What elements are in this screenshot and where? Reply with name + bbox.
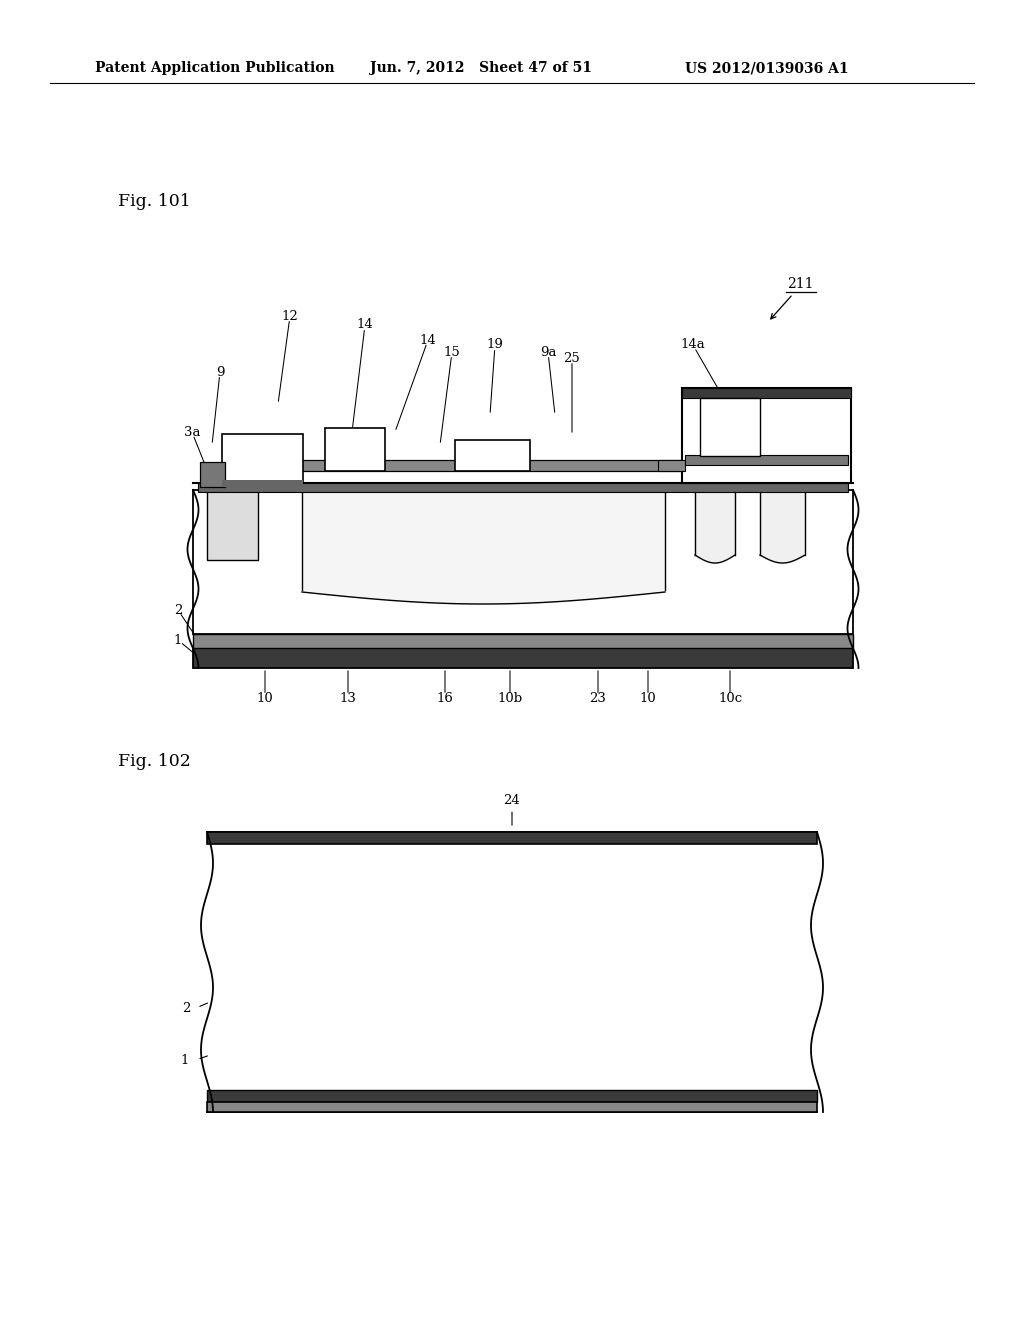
Text: 10: 10: [640, 692, 656, 705]
Text: US 2012/0139036 A1: US 2012/0139036 A1: [685, 61, 849, 75]
Bar: [200, 462, 225, 487]
Text: 1: 1: [181, 1053, 189, 1067]
Text: 9: 9: [216, 366, 224, 379]
Text: 19: 19: [486, 338, 504, 351]
Text: 9a: 9a: [540, 346, 556, 359]
Bar: [682, 388, 851, 399]
Text: Patent Application Publication: Patent Application Publication: [95, 61, 335, 75]
Text: 2: 2: [182, 1002, 190, 1015]
Bar: [207, 1090, 817, 1102]
Text: 2: 2: [174, 603, 182, 616]
Bar: [260, 459, 682, 471]
Bar: [222, 480, 303, 487]
Text: 211: 211: [786, 277, 813, 290]
Bar: [685, 455, 848, 465]
Bar: [207, 490, 258, 560]
Bar: [325, 428, 385, 471]
Bar: [207, 1102, 817, 1111]
Text: 10c: 10c: [718, 692, 742, 705]
Text: 14: 14: [356, 318, 374, 331]
Text: 10: 10: [257, 692, 273, 705]
Text: 1: 1: [174, 634, 182, 647]
Text: 16: 16: [436, 692, 454, 705]
Bar: [193, 648, 853, 668]
Text: 14: 14: [420, 334, 436, 346]
Text: 3a: 3a: [183, 425, 201, 438]
Bar: [193, 490, 853, 634]
Text: 15: 15: [443, 346, 461, 359]
Text: 23: 23: [590, 692, 606, 705]
Text: Jun. 7, 2012   Sheet 47 of 51: Jun. 7, 2012 Sheet 47 of 51: [370, 61, 592, 75]
Bar: [207, 843, 817, 1090]
Text: 10b: 10b: [498, 692, 522, 705]
Bar: [222, 434, 303, 483]
Bar: [455, 440, 530, 471]
Text: Fig. 101: Fig. 101: [118, 194, 190, 210]
Bar: [658, 459, 685, 471]
Bar: [682, 388, 851, 483]
Text: Fig. 102: Fig. 102: [118, 754, 190, 771]
Bar: [700, 399, 760, 455]
Text: 13: 13: [340, 692, 356, 705]
Bar: [198, 483, 848, 492]
Text: 24: 24: [504, 793, 520, 807]
Text: 14a: 14a: [681, 338, 706, 351]
Bar: [207, 832, 817, 843]
Text: 12: 12: [282, 309, 298, 322]
Text: 25: 25: [563, 351, 581, 364]
Bar: [193, 634, 853, 648]
